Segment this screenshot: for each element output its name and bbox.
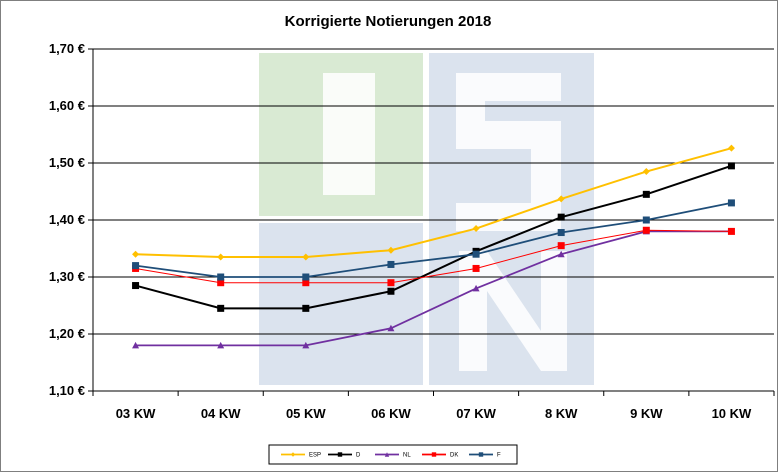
legend-marker-esp [290, 452, 296, 457]
data-point-esp [727, 144, 735, 152]
x-tick-label: 10 KW [712, 406, 752, 421]
data-point-esp [132, 250, 140, 258]
data-point-dk [302, 279, 310, 287]
legend-label-d: D [356, 453, 361, 459]
series-line-dk [135, 229, 732, 284]
data-point-f [217, 273, 225, 281]
data-point-nl [132, 341, 140, 349]
data-point-dk [217, 279, 225, 287]
data-point-f [387, 260, 395, 268]
series-dk [132, 226, 735, 287]
data-point-d [217, 304, 225, 312]
legend-label-nl: NL [403, 453, 411, 459]
y-tick-label: 1,20 € [49, 326, 85, 341]
data-point-d [387, 287, 395, 295]
legend-label-esp: ESP [309, 453, 321, 459]
y-tick-label: 1,30 € [49, 269, 85, 284]
data-point-d [302, 304, 310, 312]
x-tick-label: 04 KW [201, 406, 241, 421]
data-point-d [727, 162, 735, 170]
legend-marker-dk [431, 452, 437, 457]
x-tick-label: 9 KW [630, 406, 663, 421]
data-point-d [132, 282, 140, 290]
y-tick-label: 1,10 € [49, 383, 85, 398]
watermark-letter-s [456, 73, 561, 231]
data-point-esp [557, 195, 565, 203]
x-tick-label: 07 KW [456, 406, 496, 421]
data-point-dk [727, 227, 735, 235]
series-line-esp [135, 147, 732, 259]
x-tick-label: 05 KW [286, 406, 326, 421]
series-f [132, 199, 735, 281]
data-point-nl [217, 341, 225, 349]
data-point-d [642, 190, 650, 198]
data-point-d [557, 213, 565, 221]
y-tick-label: 1,60 € [49, 98, 85, 113]
legend-label-dk: DK [450, 453, 458, 459]
series-esp [132, 144, 735, 261]
series-lines [132, 144, 735, 349]
legend-marker-d [337, 452, 343, 457]
data-point-esp [217, 253, 225, 261]
watermark-letter-n [459, 251, 567, 371]
data-point-nl [472, 284, 480, 292]
data-point-f [302, 273, 310, 281]
data-point-dk [557, 242, 565, 250]
legend-marker-f [478, 452, 484, 457]
data-point-esp [472, 225, 480, 233]
data-point-f [557, 229, 565, 237]
series-line-d [135, 164, 732, 310]
x-tick-labels: 03 KW 04 KW 05 KW 06 KW 07 KW 8 KW 9 KW 10 KW [116, 406, 752, 421]
y-tick-label: 1,40 € [49, 212, 85, 227]
x-tick-label: 8 KW [545, 406, 578, 421]
y-tick-label: 1,50 € [49, 155, 85, 170]
data-point-nl [302, 341, 310, 349]
data-point-esp [302, 253, 310, 261]
legend: ESP D NL DK F [268, 444, 518, 465]
data-point-dk [472, 264, 480, 272]
isn-watermark-logo [259, 53, 594, 385]
data-point-f [642, 216, 650, 224]
series-line-nl [135, 230, 732, 347]
data-point-f [472, 250, 480, 258]
data-point-f [727, 199, 735, 207]
data-point-nl [387, 324, 395, 332]
series-line-f [135, 202, 732, 278]
data-point-dk [387, 279, 395, 287]
data-point-dk [642, 226, 650, 234]
x-tick-label: 03 KW [116, 406, 156, 421]
chart-title: Korrigierte Notierungen 2018 [285, 13, 492, 30]
watermark-letter-i [323, 73, 375, 195]
data-point-nl [557, 250, 565, 258]
axes [92, 49, 775, 396]
y-tick-label: 1,70 € [49, 41, 85, 56]
x-tick-label: 06 KW [371, 406, 411, 421]
legend-label-f: F [497, 453, 501, 459]
data-point-esp [642, 168, 650, 176]
y-tick-labels: 1,10 € 1,20 € 1,30 € 1,40 € 1,50 € 1,60 € 1,70… [49, 41, 85, 398]
data-point-f [132, 262, 140, 270]
data-point-esp [387, 246, 395, 254]
legend-marker-nl [384, 452, 390, 457]
